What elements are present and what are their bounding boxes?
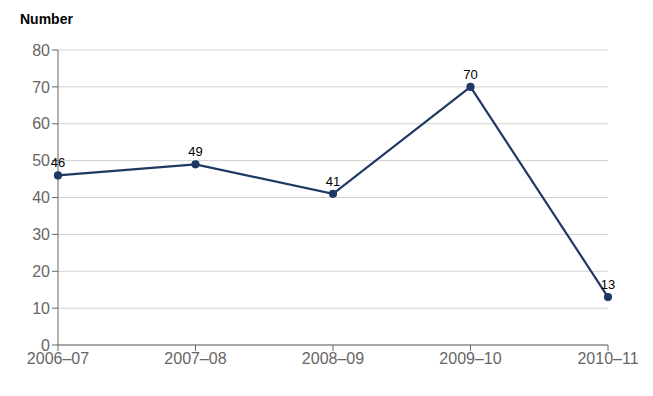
svg-text:50: 50 <box>32 152 50 169</box>
svg-text:0: 0 <box>41 337 50 354</box>
svg-text:10: 10 <box>32 300 50 317</box>
svg-text:2008–09: 2008–09 <box>302 350 364 367</box>
svg-text:70: 70 <box>32 79 50 96</box>
svg-text:41: 41 <box>326 174 340 189</box>
svg-text:70: 70 <box>463 67 477 82</box>
svg-text:40: 40 <box>32 189 50 206</box>
svg-text:2009–10: 2009–10 <box>439 350 501 367</box>
svg-text:2007–08: 2007–08 <box>164 350 226 367</box>
svg-text:13: 13 <box>601 277 615 292</box>
svg-text:60: 60 <box>32 115 50 132</box>
svg-text:20: 20 <box>32 263 50 280</box>
svg-text:46: 46 <box>51 155 65 170</box>
svg-text:2010–11: 2010–11 <box>577 350 638 367</box>
svg-text:2006–07: 2006–07 <box>27 350 89 367</box>
svg-text:49: 49 <box>188 144 202 159</box>
svg-text:80: 80 <box>32 42 50 59</box>
html-text:Number: Number <box>20 11 73 27</box>
svg-text:30: 30 <box>32 226 50 243</box>
